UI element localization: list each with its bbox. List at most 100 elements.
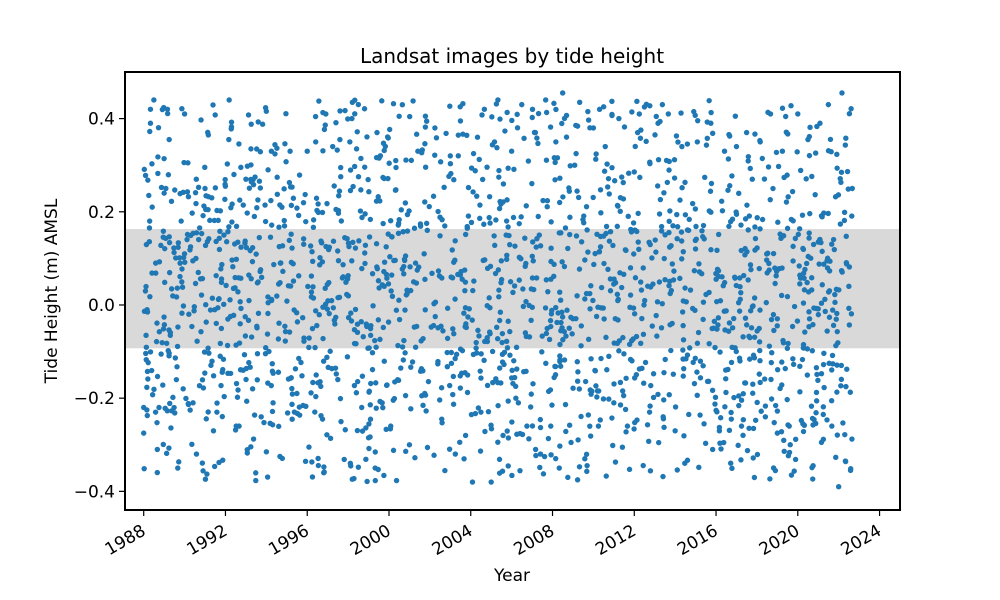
- data-point: [310, 258, 316, 265]
- data-point: [320, 148, 326, 154]
- data-point: [718, 198, 725, 204]
- data-point: [265, 167, 271, 173]
- data-point: [582, 378, 589, 385]
- data-point: [604, 161, 610, 167]
- data-point: [268, 222, 275, 228]
- data-point: [380, 140, 387, 146]
- data-point: [154, 446, 161, 453]
- data-point: [408, 157, 415, 164]
- data-point: [752, 417, 759, 423]
- data-point: [265, 380, 271, 386]
- data-point: [754, 399, 760, 406]
- data-point: [666, 282, 672, 289]
- data-point: [843, 260, 850, 266]
- data-point: [252, 174, 258, 180]
- data-point: [597, 187, 604, 193]
- data-point: [653, 312, 659, 319]
- data-point: [564, 307, 570, 313]
- data-point: [607, 276, 614, 282]
- data-point: [171, 249, 177, 256]
- data-point: [668, 287, 675, 294]
- data-point: [529, 253, 535, 259]
- data-point: [600, 104, 607, 110]
- data-point: [457, 385, 464, 391]
- data-point: [282, 328, 289, 335]
- data-point: [738, 423, 745, 429]
- data-point: [832, 291, 838, 298]
- data-point: [757, 307, 763, 313]
- data-point: [198, 117, 204, 123]
- data-point: [775, 163, 782, 170]
- data-point: [766, 343, 773, 349]
- data-point: [493, 217, 499, 223]
- data-point: [729, 344, 735, 351]
- data-point: [319, 209, 326, 216]
- data-point: [324, 200, 330, 207]
- data-point: [605, 175, 612, 182]
- data-point: [217, 340, 224, 347]
- data-point: [432, 125, 438, 131]
- data-point: [181, 111, 188, 117]
- data-point: [774, 408, 781, 414]
- data-point: [246, 297, 252, 304]
- data-point: [154, 373, 161, 380]
- data-point: [148, 367, 155, 374]
- data-point: [726, 427, 733, 433]
- data-point: [733, 282, 739, 289]
- data-point: [353, 390, 360, 396]
- data-point: [153, 338, 160, 345]
- data-point: [306, 335, 312, 341]
- data-point: [195, 184, 202, 191]
- data-point: [344, 235, 350, 242]
- data-point: [771, 419, 777, 426]
- data-point: [806, 309, 812, 315]
- data-point: [773, 273, 779, 279]
- data-point: [396, 297, 402, 303]
- data-point: [841, 209, 848, 216]
- data-point: [671, 157, 678, 163]
- data-point: [815, 311, 822, 318]
- data-point: [775, 219, 781, 225]
- data-point: [496, 294, 502, 300]
- data-point: [708, 180, 715, 187]
- data-point: [336, 294, 343, 300]
- data-point: [272, 141, 278, 148]
- data-point: [537, 464, 543, 471]
- data-point: [393, 307, 400, 313]
- data-point: [521, 368, 527, 375]
- data-point: [779, 105, 786, 111]
- data-point: [344, 354, 351, 360]
- data-point: [528, 391, 534, 397]
- data-point: [146, 192, 152, 199]
- data-point: [265, 310, 271, 317]
- data-point: [520, 286, 526, 292]
- data-point: [421, 251, 427, 257]
- data-point: [826, 314, 833, 320]
- data-point: [504, 109, 510, 116]
- data-point: [817, 236, 823, 243]
- data-point: [146, 238, 153, 245]
- data-point: [742, 315, 749, 321]
- data-point: [516, 277, 522, 283]
- data-point: [492, 270, 499, 277]
- data-point: [813, 364, 820, 371]
- data-point: [722, 404, 728, 410]
- data-point: [497, 309, 504, 315]
- data-point: [143, 350, 149, 357]
- data-point: [772, 280, 778, 287]
- data-point: [509, 117, 515, 124]
- data-point: [300, 199, 307, 206]
- data-point: [781, 448, 787, 454]
- data-point: [462, 287, 468, 294]
- data-point: [611, 400, 617, 406]
- data-point: [290, 195, 297, 201]
- data-point: [768, 316, 775, 323]
- data-point: [800, 428, 807, 435]
- data-point: [322, 122, 328, 128]
- data-point: [528, 286, 535, 292]
- data-point: [636, 111, 643, 117]
- data-point: [574, 477, 581, 483]
- data-point: [316, 312, 322, 318]
- data-point: [692, 246, 699, 252]
- data-point: [503, 338, 510, 345]
